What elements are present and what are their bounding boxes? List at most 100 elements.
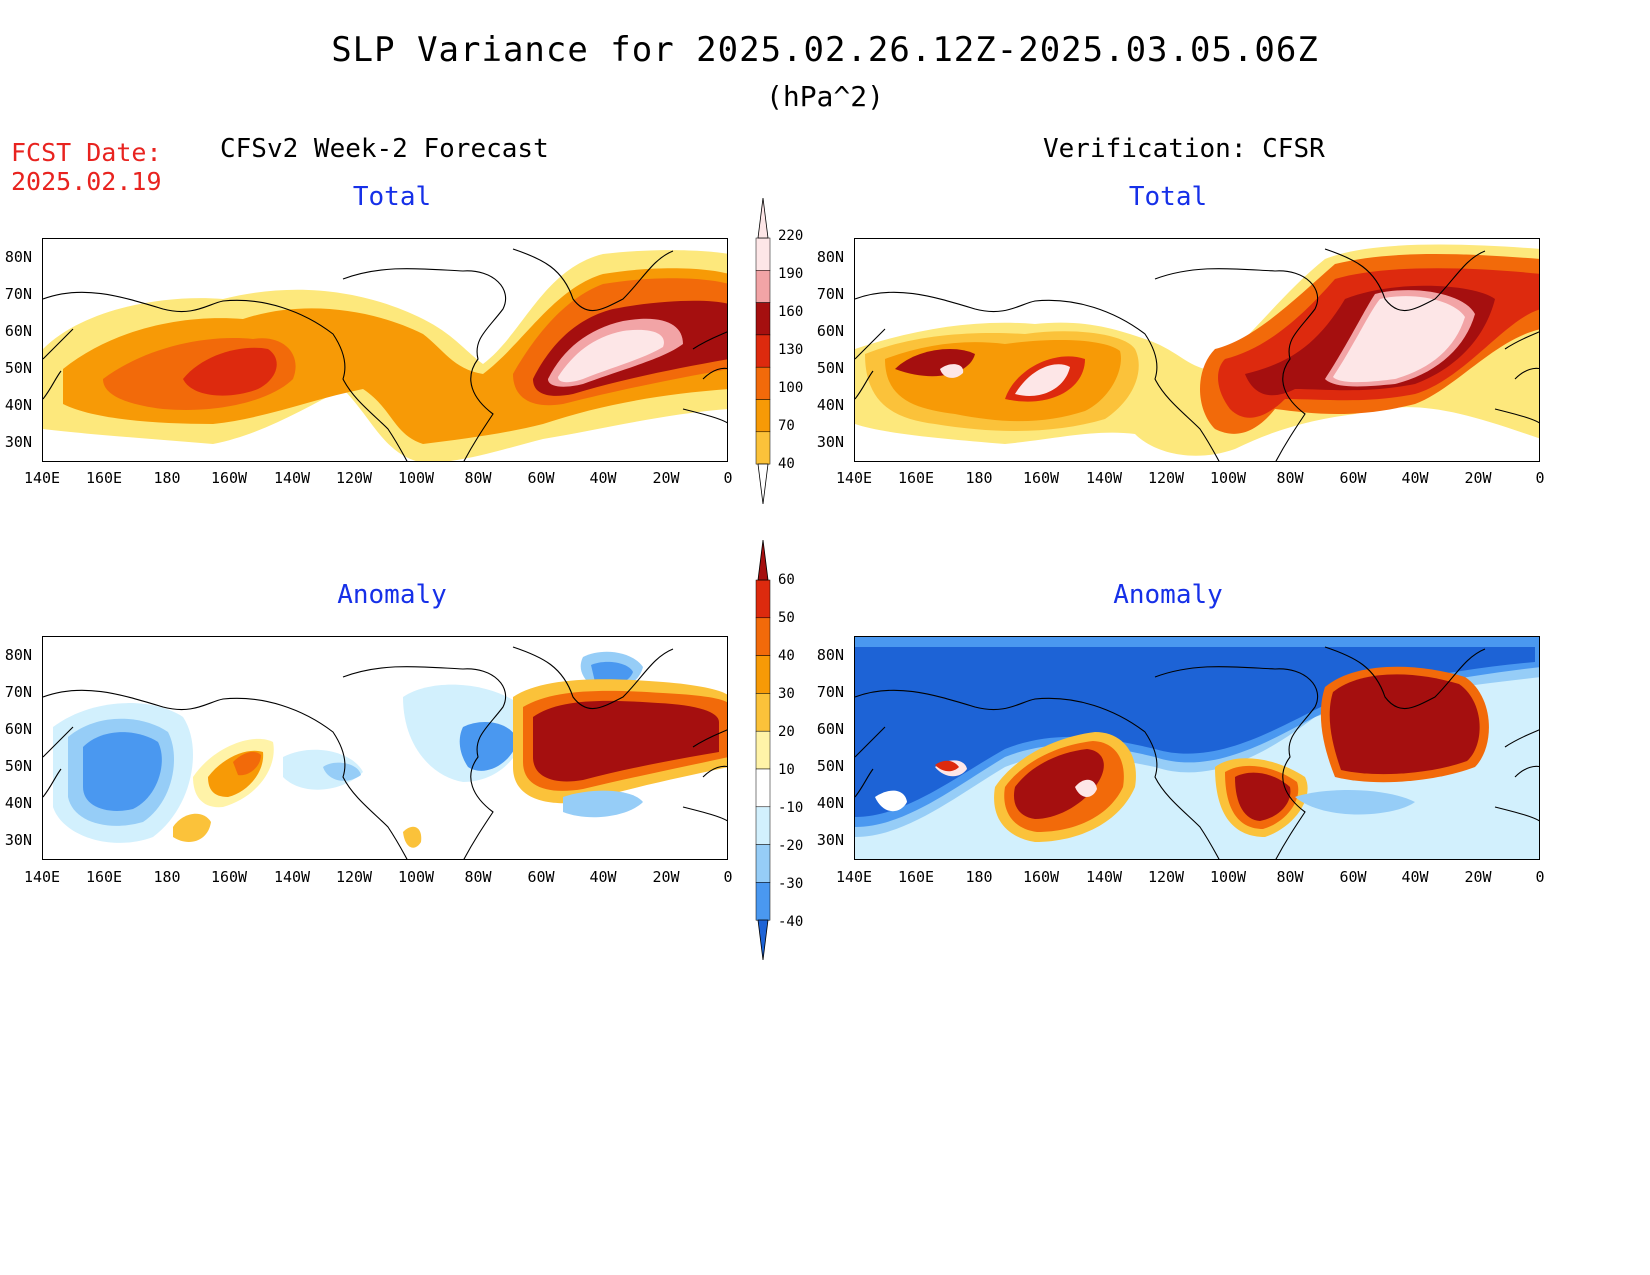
colorbar-bottom-arrow [757, 463, 769, 505]
lon-label: 20W [652, 868, 680, 886]
forecast-anomaly-map [42, 636, 728, 860]
colorbar-swatch [755, 579, 771, 619]
lat-label: 60N [4, 322, 32, 340]
verification-column-title: Verification: CFSR [1043, 134, 1325, 164]
colorbar-tick-label: 220 [778, 228, 804, 244]
colorbar-swatch [755, 768, 771, 808]
colorbar-tick-label: 30 [778, 686, 795, 702]
lon-label: 140E [835, 868, 873, 886]
colorbar-swatch [755, 431, 771, 465]
shaded-field [53, 651, 727, 848]
colorbar-tick-label: 190 [778, 266, 804, 282]
colorbar-tick-label: 130 [778, 342, 804, 358]
lon-label: 140W [273, 868, 311, 886]
lon-label: 140W [273, 469, 311, 487]
verification-total-subtitle: Total [1128, 182, 1208, 212]
lon-label: 100W [397, 469, 435, 487]
lon-label: 160E [897, 868, 935, 886]
lat-label: 60N [4, 720, 32, 738]
lat-label: 30N [4, 831, 32, 849]
forecast-date: FCST Date: 2025.02.19 [11, 138, 162, 196]
forecast-total-subtitle: Total [352, 182, 432, 212]
colorbar-swatch [755, 730, 771, 770]
total-colorbar [755, 197, 771, 505]
shaded-field [855, 244, 1539, 456]
lon-label: 0 [1535, 868, 1545, 886]
lon-label: 140E [23, 469, 61, 487]
page-title: SLP Variance for 2025.02.26.12Z-2025.03.… [331, 30, 1319, 70]
colorbar-tick-label: 10 [778, 762, 795, 778]
lon-label: 160E [85, 469, 123, 487]
colorbar-swatch [755, 399, 771, 433]
lon-label: 180 [965, 469, 993, 487]
colorbar-tick-label: -40 [778, 914, 804, 930]
shaded-field [43, 250, 727, 461]
anomaly-colorbar [755, 539, 771, 961]
lon-label: 160W [210, 469, 248, 487]
verification-anomaly-map [854, 636, 1540, 860]
colorbar-top-arrow [757, 197, 769, 239]
lat-label: 70N [4, 285, 32, 303]
verification-total-map [854, 238, 1540, 462]
colorbar-swatch [755, 237, 771, 271]
lon-label: 120W [335, 469, 373, 487]
colorbar-swatch [755, 655, 771, 694]
forecast-date-label: FCST Date: [11, 138, 162, 167]
lon-label: 160W [210, 868, 248, 886]
lon-label: 100W [1209, 868, 1247, 886]
colorbar-bottom-arrow [757, 919, 769, 961]
lon-label: 180 [965, 868, 993, 886]
lon-label: 60W [1339, 469, 1367, 487]
lat-label: 80N [816, 646, 844, 664]
lat-label: 70N [4, 683, 32, 701]
lat-label: 40N [816, 396, 844, 414]
forecast-date-value: 2025.02.19 [11, 167, 162, 196]
colorbar-top-arrow [757, 539, 769, 581]
forecast-anomaly-subtitle: Anomaly [337, 580, 447, 610]
coastlines [855, 248, 1539, 461]
lat-label: 80N [4, 248, 32, 266]
lon-label: 80W [464, 868, 492, 886]
colorbar-swatch [755, 844, 771, 883]
colorbar-tick-label: 40 [778, 648, 795, 664]
lon-label: 20W [1464, 469, 1492, 487]
lon-label: 120W [335, 868, 373, 886]
lon-label: 0 [723, 868, 733, 886]
lon-label: 80W [1276, 469, 1304, 487]
lon-label: 60W [527, 469, 555, 487]
shaded-field [855, 637, 1539, 859]
units-label: (hPa^2) [765, 80, 884, 113]
lon-label: 20W [652, 469, 680, 487]
lat-label: 30N [816, 433, 844, 451]
lat-label: 40N [816, 794, 844, 812]
colorbar-tick-label: -20 [778, 838, 804, 854]
colorbar-swatch [755, 693, 771, 732]
lon-label: 100W [397, 868, 435, 886]
lon-label: 40W [589, 868, 617, 886]
lat-label: 60N [816, 322, 844, 340]
lat-label: 70N [816, 683, 844, 701]
lon-label: 80W [464, 469, 492, 487]
lat-label: 50N [4, 359, 32, 377]
lon-label: 140E [23, 868, 61, 886]
verification-anomaly-subtitle: Anomaly [1113, 580, 1223, 610]
coastlines [855, 646, 1539, 859]
colorbar-swatch [755, 334, 771, 368]
lon-label: 120W [1147, 868, 1185, 886]
lon-label: 40W [1401, 469, 1429, 487]
colorbar-tick-label: 40 [778, 456, 795, 472]
forecast-column-title: CFSv2 Week-2 Forecast [220, 134, 549, 164]
lon-label: 160W [1022, 868, 1060, 886]
lon-label: 60W [1339, 868, 1367, 886]
colorbar-swatch [755, 302, 771, 336]
lon-label: 140W [1085, 868, 1123, 886]
lat-label: 40N [4, 396, 32, 414]
lat-label: 50N [4, 757, 32, 775]
lat-label: 50N [816, 757, 844, 775]
lat-label: 50N [816, 359, 844, 377]
colorbar-swatch [755, 617, 771, 656]
coastlines [43, 248, 727, 461]
lon-label: 100W [1209, 469, 1247, 487]
lon-label: 40W [589, 469, 617, 487]
lat-label: 30N [816, 831, 844, 849]
